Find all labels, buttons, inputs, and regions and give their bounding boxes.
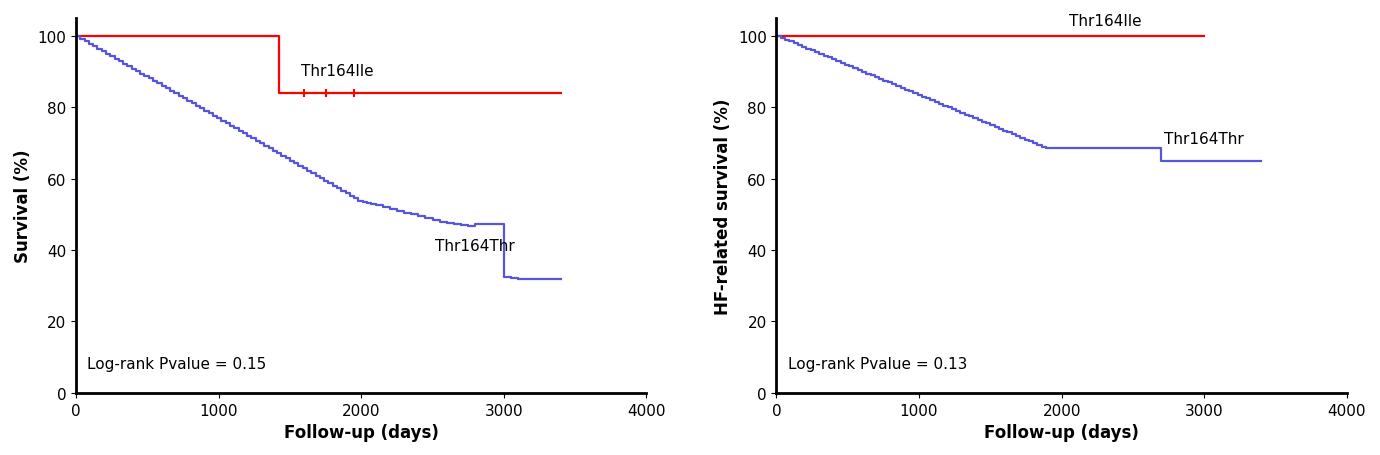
Y-axis label: HF-related survival (%): HF-related survival (%) bbox=[715, 98, 733, 314]
X-axis label: Follow-up (days): Follow-up (days) bbox=[284, 423, 439, 441]
Text: Thr164Thr: Thr164Thr bbox=[436, 238, 515, 253]
Text: Log-rank Pvalue = 0.15: Log-rank Pvalue = 0.15 bbox=[87, 356, 266, 371]
X-axis label: Follow-up (days): Follow-up (days) bbox=[984, 423, 1138, 441]
Text: Thr164Thr: Thr164Thr bbox=[1165, 132, 1245, 147]
Text: Log-rank Pvalue = 0.13: Log-rank Pvalue = 0.13 bbox=[788, 356, 967, 371]
Text: Thr164Ile: Thr164Ile bbox=[301, 64, 374, 79]
Y-axis label: Survival (%): Survival (%) bbox=[14, 149, 32, 263]
Text: Thr164Ile: Thr164Ile bbox=[1068, 14, 1141, 29]
